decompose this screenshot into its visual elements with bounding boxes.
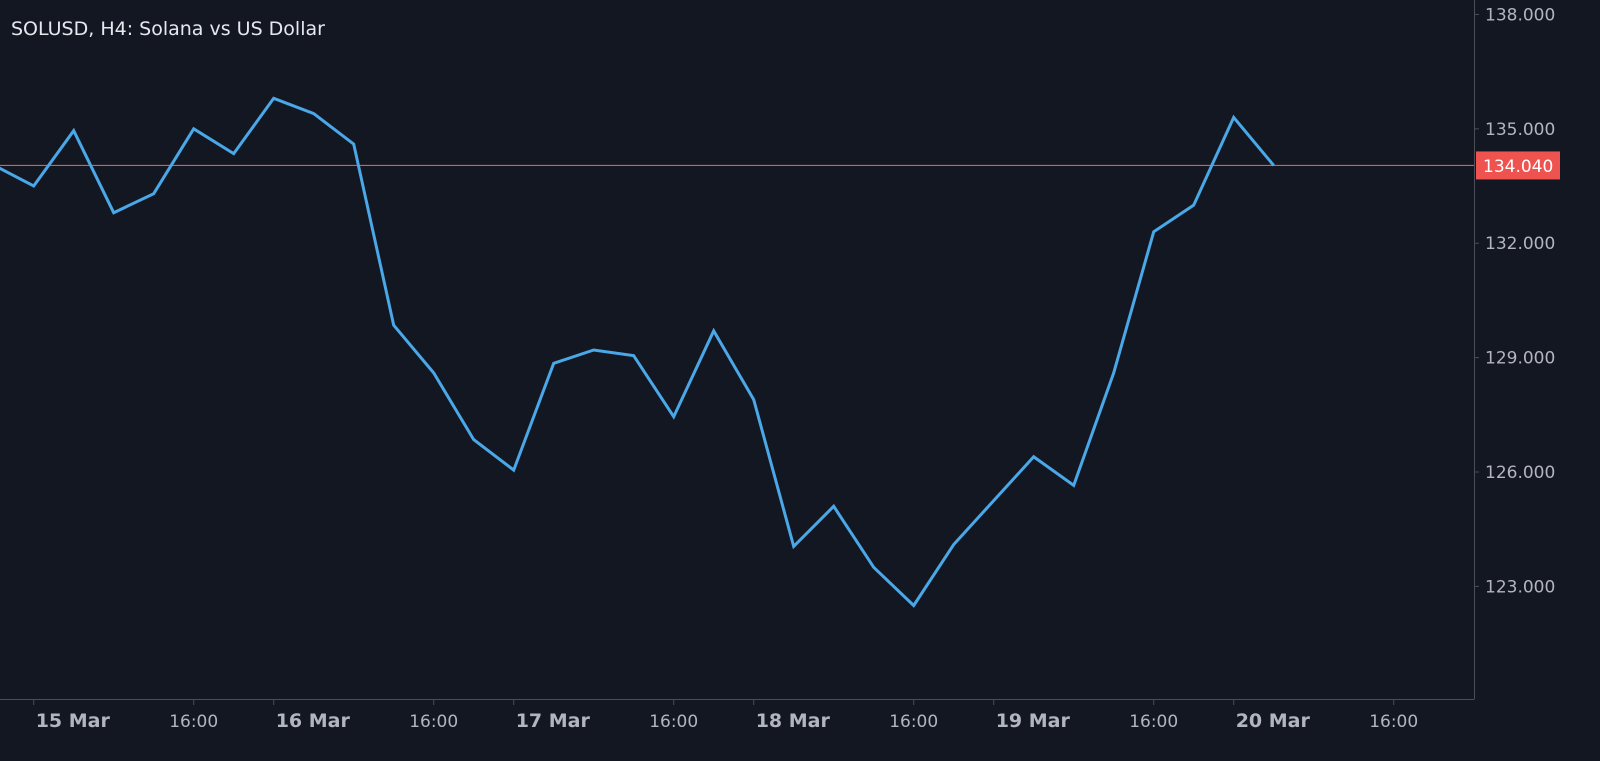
axes: [0, 0, 1475, 700]
x-tick-label: 15 Mar: [36, 710, 111, 732]
x-tick-label: 16:00: [1369, 712, 1418, 732]
series-line: [0, 96, 1275, 608]
chart-title: SOLUSD, H4: Solana vs US Dollar: [11, 18, 325, 40]
y-tick-label: 138.000: [1485, 5, 1555, 25]
x-tick-label: 18 Mar: [756, 710, 831, 732]
y-axis-tick-labels: 123.000 126.000 129.000 132.000 135.000 138.0…: [1474, 5, 1555, 597]
price-label-layer: 134.040: [1476, 151, 1560, 180]
x-tick-label: 16:00: [1129, 712, 1178, 732]
current-price-badge: [1476, 151, 1560, 180]
x-tick-label: 19 Mar: [996, 710, 1071, 732]
series-layer: [0, 96, 1275, 608]
x-axis-tick-labels: 15 Mar 16:00 16 Mar 16:00 17 Mar 16:00 18 Mar 1…: [33, 699, 1418, 732]
x-tick-label: 16:00: [409, 712, 458, 732]
x-tick-label: 16:00: [889, 712, 938, 732]
y-tick-label: 132.000: [1485, 234, 1555, 254]
x-tick-label: 17 Mar: [516, 710, 591, 732]
current-price-label: 134.040: [1483, 157, 1553, 177]
y-tick-label: 129.000: [1485, 349, 1555, 369]
x-tick-label: 16 Mar: [276, 710, 351, 732]
x-tick-label: 20 Mar: [1236, 710, 1311, 732]
x-tick-label: 16:00: [649, 712, 698, 732]
y-tick-label: 135.000: [1485, 120, 1555, 140]
x-tick-label: 16:00: [169, 712, 218, 732]
y-tick-label: 123.000: [1485, 577, 1555, 597]
y-tick-label: 126.000: [1485, 463, 1555, 483]
